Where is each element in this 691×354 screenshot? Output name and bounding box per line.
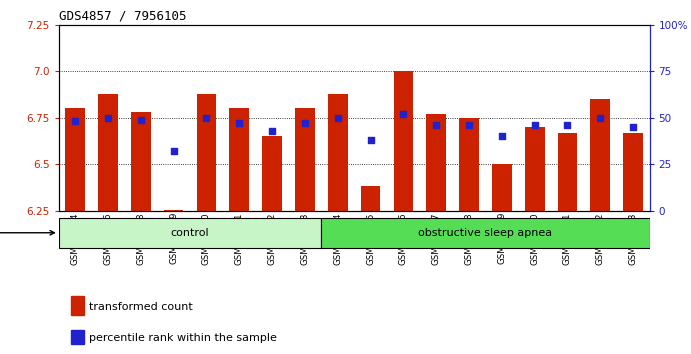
Bar	[131, 112, 151, 211]
Bar	[321, 218, 650, 248]
Bar	[393, 71, 413, 211]
Bar	[590, 99, 610, 211]
Point	[496, 133, 507, 139]
Bar	[426, 114, 446, 211]
Point	[102, 115, 113, 121]
Bar	[196, 93, 216, 211]
Bar	[558, 132, 577, 211]
Point	[234, 120, 245, 126]
Point	[365, 137, 376, 143]
Text: GDS4857 / 7956105: GDS4857 / 7956105	[59, 9, 187, 22]
Bar	[70, 330, 84, 344]
Bar	[492, 164, 511, 211]
Bar	[70, 296, 84, 315]
Point	[168, 148, 179, 154]
Text: disease state: disease state	[0, 228, 55, 238]
Point	[595, 115, 606, 121]
Bar	[361, 187, 380, 211]
Point	[299, 120, 310, 126]
Bar	[459, 118, 479, 211]
Text: percentile rank within the sample: percentile rank within the sample	[89, 333, 277, 343]
Text: control: control	[171, 228, 209, 238]
Text: transformed count: transformed count	[89, 302, 193, 312]
Bar	[229, 108, 249, 211]
Point	[430, 122, 442, 128]
Bar	[98, 93, 117, 211]
Point	[70, 119, 81, 124]
Point	[267, 128, 278, 133]
Point	[464, 122, 475, 128]
Point	[201, 115, 212, 121]
Bar	[524, 127, 545, 211]
Bar	[295, 108, 314, 211]
Bar	[328, 93, 348, 211]
Bar	[164, 210, 183, 211]
Point	[332, 115, 343, 121]
Bar	[262, 136, 282, 211]
Point	[627, 124, 638, 130]
Point	[529, 122, 540, 128]
Bar	[623, 132, 643, 211]
Point	[135, 117, 146, 122]
Point	[562, 122, 573, 128]
Text: obstructive sleep apnea: obstructive sleep apnea	[418, 228, 553, 238]
Bar	[65, 108, 85, 211]
Bar	[59, 218, 321, 248]
Point	[398, 111, 409, 117]
